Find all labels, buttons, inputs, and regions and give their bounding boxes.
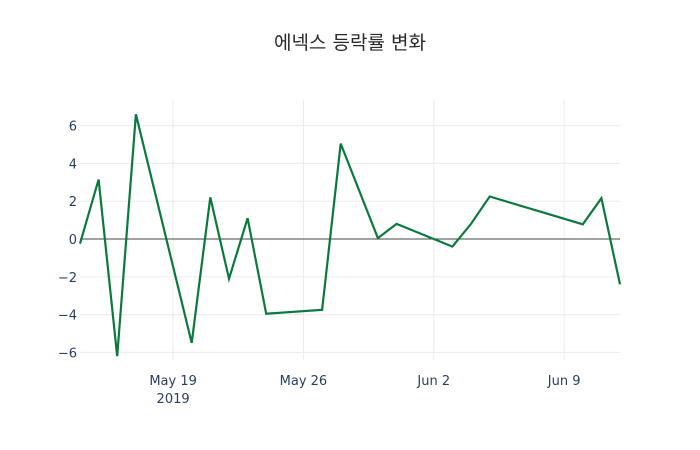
grid-lines xyxy=(80,100,620,360)
y-axis-ticks: 6 4 2 0 −2 −4 −6 xyxy=(58,120,77,362)
y-tick-label: −4 xyxy=(58,309,77,324)
x-tick-label: Jun 9 xyxy=(547,374,581,389)
x-tick-label: 2019 xyxy=(157,392,190,407)
y-tick-label: 6 xyxy=(69,120,77,135)
x-tick-label: May 19 xyxy=(149,374,197,389)
x-axis-ticks: May 19 2019 May 26 Jun 2 Jun 9 xyxy=(149,374,580,407)
chart-title: 에넥스 등락률 변화 xyxy=(274,32,426,54)
series-line xyxy=(78,114,622,357)
y-tick-label: −6 xyxy=(58,346,77,361)
y-tick-label: 4 xyxy=(69,157,77,172)
y-tick-label: −2 xyxy=(58,271,77,286)
x-tick-label: May 26 xyxy=(280,374,328,389)
y-tick-label: 0 xyxy=(69,233,77,248)
y-tick-label: 2 xyxy=(69,195,77,210)
x-tick-label: Jun 2 xyxy=(416,374,450,389)
